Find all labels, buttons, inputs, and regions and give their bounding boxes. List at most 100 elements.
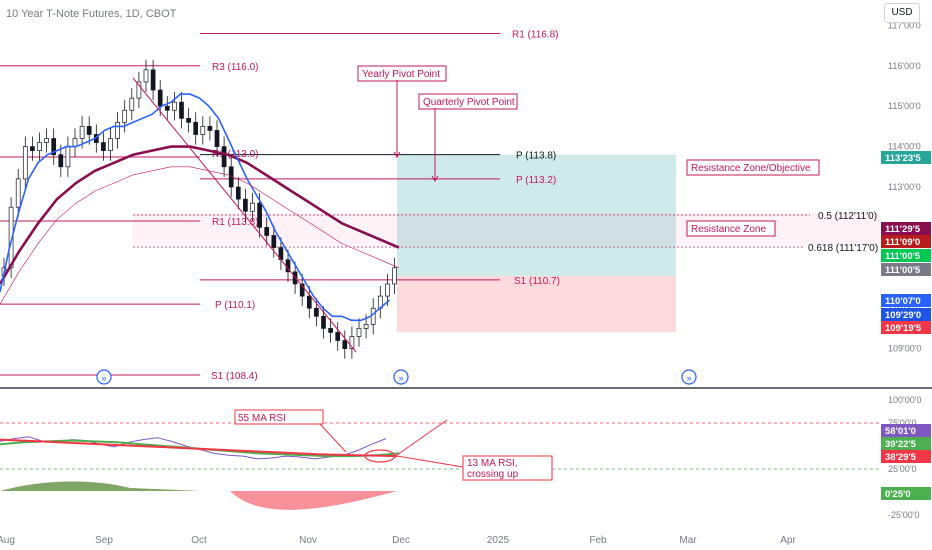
- candle-body: [65, 146, 71, 168]
- annotation-text: Yearly Pivot Point: [362, 69, 440, 80]
- candle-body: [356, 328, 362, 337]
- event-marker-icon: »: [686, 373, 691, 383]
- pivot-level-label: R3 (116.0): [212, 62, 259, 73]
- price-tag: [881, 487, 931, 500]
- annotation-text: 13 MA RSI,: [467, 458, 518, 469]
- annotation-text: crossing up: [467, 469, 519, 480]
- x-tick-label: Oct: [191, 535, 207, 546]
- candle-body: [363, 324, 369, 329]
- price-tag-label: 110'07'0: [885, 296, 921, 307]
- y-tick-label: 75'00'0: [888, 418, 916, 428]
- annotation-box: [234, 409, 324, 425]
- candle-body: [164, 105, 170, 111]
- candle-body: [349, 336, 355, 349]
- price-tag: [881, 424, 931, 437]
- candle-body: [22, 146, 28, 180]
- x-tick-label: Mar: [679, 535, 697, 546]
- candle-body: [306, 295, 312, 309]
- price-tag-label: 38'29'5: [885, 452, 917, 463]
- series-line: [0, 93, 391, 322]
- candle-body: [30, 146, 35, 151]
- candle-body: [79, 126, 85, 139]
- candle-body: [214, 130, 220, 147]
- x-tick-label: Dec: [392, 535, 410, 546]
- event-marker-icon: [393, 369, 409, 385]
- x-tick-label: Apr: [780, 535, 796, 546]
- price-tag-label: 111'00'5: [885, 251, 921, 262]
- annotation-box: [462, 455, 553, 481]
- price-tag: [881, 450, 931, 463]
- price-tag-label: 111'09'0: [885, 237, 920, 248]
- candle-body: [51, 138, 57, 156]
- candle-body: [143, 69, 149, 83]
- price-tag: [881, 294, 931, 307]
- candle-body: [72, 138, 78, 147]
- annotation-arrow: [319, 423, 347, 453]
- event-marker-icon: »: [398, 373, 403, 383]
- price-tag-label: 111'29'5: [885, 224, 921, 235]
- event-marker-icon: [681, 369, 697, 385]
- y-tick-label: 117'00'0: [888, 20, 921, 30]
- price-tag: [881, 263, 931, 276]
- price-tag: [881, 308, 931, 321]
- y-tick-label: 114'00'0: [888, 142, 921, 152]
- chart-title: 10 Year T-Note Futures, 1D, CBOT: [6, 8, 177, 20]
- candle-body: [150, 69, 156, 91]
- event-marker-icon: »: [101, 373, 106, 383]
- candle-body: [221, 146, 227, 168]
- y-tick-label: 25'00'0: [888, 464, 916, 474]
- histogram-area: [0, 481, 200, 491]
- annotation-arrow: [396, 419, 448, 456]
- candle-body: [392, 267, 397, 285]
- stop-zone: [397, 275, 676, 333]
- candle-body: [342, 340, 348, 349]
- candle-body: [243, 198, 248, 212]
- pivot-level-label: S1 (110.7): [514, 276, 560, 287]
- series-line: [0, 438, 398, 458]
- price-tag-label: 109'29'0: [885, 310, 921, 321]
- currency-button[interactable]: USD: [884, 3, 920, 23]
- candle-body: [264, 227, 270, 236]
- cross-highlight: [364, 449, 396, 463]
- x-tick-label: 2025: [487, 535, 510, 546]
- pivot-level-label: P (110.1): [215, 300, 255, 311]
- price-tag: [881, 249, 931, 262]
- price-tag-label: 58'01'0: [885, 426, 916, 437]
- candle-body: [200, 126, 206, 135]
- candle-body: [157, 89, 163, 107]
- annotation-text: Quarterly Pivot Point: [423, 97, 515, 108]
- x-tick-label: Sep: [95, 535, 113, 546]
- annotation-text: Resistance Zone/Objective: [691, 163, 811, 174]
- candle-body: [101, 142, 106, 151]
- price-tag: [881, 321, 931, 334]
- annotation-arrow: [396, 455, 464, 468]
- candle-body: [314, 307, 319, 317]
- trendline: [132, 77, 357, 353]
- pivot-level-label: R1 (113.8): [212, 217, 259, 228]
- annotation-box: [418, 93, 518, 110]
- x-tick-label: Nov: [299, 535, 317, 546]
- fib-label: 0.618 (111'17'0): [808, 243, 878, 254]
- price-tag-label: 39'22'5: [885, 439, 917, 450]
- candle-body: [250, 202, 255, 212]
- candle-body: [186, 117, 191, 123]
- price-tag: [881, 235, 931, 248]
- candle-body: [172, 101, 177, 111]
- candle-body: [271, 235, 277, 248]
- candle-body: [122, 109, 128, 123]
- y-tick-label: 115'00'0: [888, 101, 921, 111]
- candle-body: [179, 101, 184, 119]
- candle-body: [235, 186, 241, 200]
- candle-body: [335, 332, 341, 341]
- price-tag-label: 109'19'5: [885, 323, 922, 334]
- candle-body: [385, 283, 390, 297]
- y-tick-label: 116'00'0: [888, 61, 921, 71]
- annotation-box: [357, 65, 447, 82]
- pivot-level-label: P (113.2): [516, 175, 556, 186]
- y-tick-label: 113'00'0: [888, 182, 921, 192]
- x-tick-label: Feb: [589, 535, 607, 546]
- y-tick-label: 109'00'0: [888, 344, 921, 354]
- candle-body: [257, 202, 262, 228]
